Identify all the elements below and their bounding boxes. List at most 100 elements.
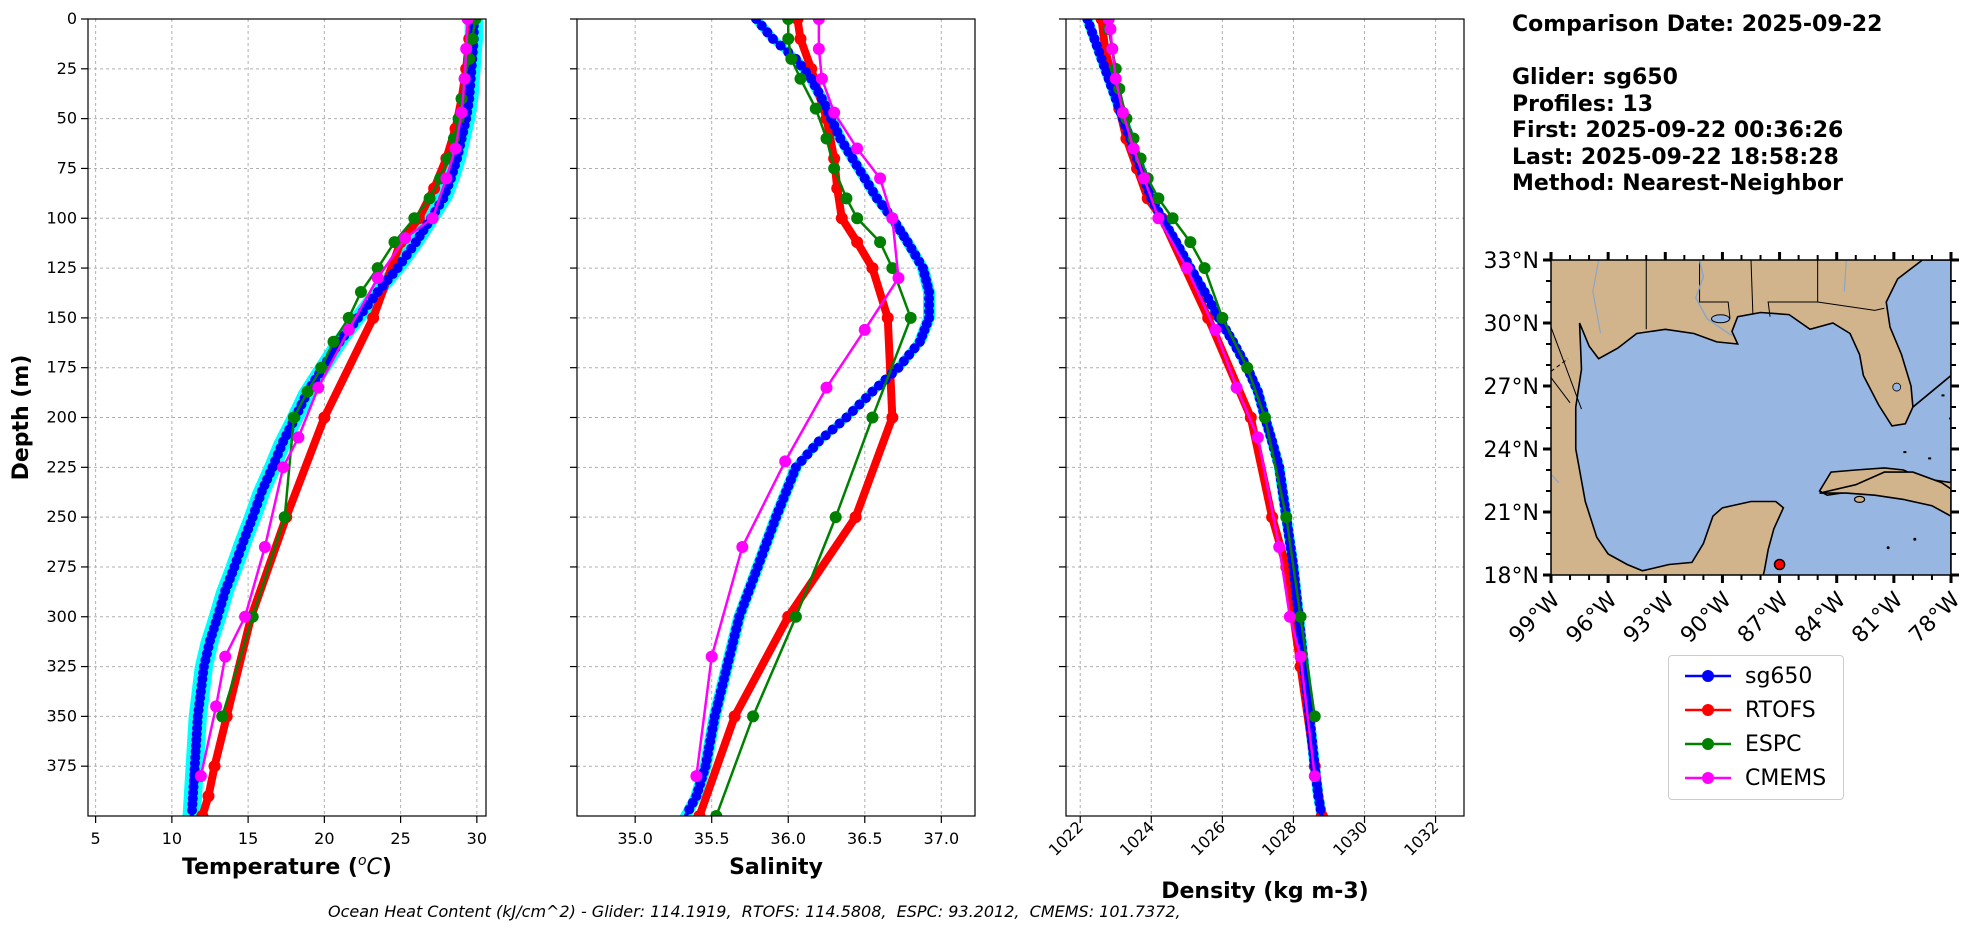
y-tick-label: 75 xyxy=(57,158,77,177)
data-point-espc xyxy=(1280,511,1293,524)
data-point-espc xyxy=(1166,212,1179,225)
legend-swatch-espc xyxy=(1685,738,1731,750)
data-point-cmems xyxy=(426,212,439,225)
legend-swatch-sg650 xyxy=(1685,670,1731,682)
x-axis: 5 10 15 20 25 30 xyxy=(91,816,487,848)
legend-swatch-rtofs xyxy=(1685,704,1731,716)
data-point-espc xyxy=(455,92,468,105)
data-point-cmems xyxy=(1116,106,1129,119)
isla-de-la-juventud xyxy=(1853,495,1866,503)
state-border xyxy=(1817,301,1885,311)
data-point-sg650 xyxy=(187,805,198,816)
data-point-sg650 xyxy=(756,20,767,31)
data-point-cmems xyxy=(399,232,412,245)
map-body xyxy=(1551,260,1956,575)
data-point-rtofs xyxy=(794,32,807,45)
lon-tick-label: 93°W xyxy=(1619,587,1680,648)
data-point-cmems xyxy=(1294,650,1307,663)
data-point-rtofs xyxy=(791,19,804,25)
lon-tick-label: 81°W xyxy=(1847,587,1908,648)
data-point-sg650 xyxy=(813,436,824,447)
data-point-cmems xyxy=(812,19,825,25)
series-group xyxy=(1081,19,1328,816)
data-point-rtofs xyxy=(208,760,221,773)
data-point-sg650 xyxy=(775,40,786,51)
data-point-cmems xyxy=(342,323,355,336)
data-point-espc xyxy=(371,262,384,275)
data-point-cmems xyxy=(1104,22,1117,35)
y-axis-label: Depth (m) xyxy=(9,355,34,481)
data-point-espc xyxy=(820,132,833,145)
data-point-rtofs xyxy=(196,810,209,816)
mississippi-river xyxy=(1694,260,1733,337)
y-axis xyxy=(570,18,577,767)
location-map: 33°N 30°N 27°N 24°N 21°N 18°N99°W96°W93°W90°W… xyxy=(1484,249,1966,648)
legend: sg650 RTOFS ESPC CMEMS xyxy=(1668,655,1844,800)
legend-item-cmems: CMEMS xyxy=(1677,763,1842,793)
lake-okeechobee xyxy=(1892,382,1902,392)
x-tick-label: 1028 xyxy=(1258,817,1300,859)
x-tick-label: 30 xyxy=(467,829,487,848)
glider-name: Glider: sg650 xyxy=(1512,65,1678,90)
data-point-cmems xyxy=(312,381,325,394)
data-point-cmems xyxy=(239,610,252,623)
y-tick-label: 275 xyxy=(46,557,77,576)
legend-item-rtofs: RTOFS xyxy=(1677,695,1842,725)
legend-label: sg650 xyxy=(1745,664,1813,689)
bahamas-islets xyxy=(1928,457,1932,460)
data-point-cmems xyxy=(886,212,899,225)
y-axis xyxy=(1059,18,1066,767)
data-point-espc xyxy=(301,385,314,398)
data-point-rtofs xyxy=(693,810,706,816)
data-point-rtofs xyxy=(851,236,864,249)
data-point-espc xyxy=(1308,710,1321,723)
data-point-cmems xyxy=(1251,431,1264,444)
bahamas-islets xyxy=(1953,439,1956,441)
state-border xyxy=(1750,260,1754,315)
y-tick-label: 250 xyxy=(46,507,77,526)
cayman-islands xyxy=(1886,546,1890,550)
legend-label: ESPC xyxy=(1745,732,1802,757)
state-border xyxy=(1699,260,1731,319)
data-point-cmems xyxy=(1152,212,1165,225)
x-axis: 35.0 35.5 36.0 36.5 37.0 xyxy=(617,816,959,848)
data-point-sg650 xyxy=(808,442,819,453)
lat-tick-label: 24°N xyxy=(1484,438,1539,463)
y-tick-label: 100 xyxy=(46,208,77,227)
river xyxy=(1551,473,1560,484)
data-point-espc xyxy=(829,511,842,524)
data-point-rtofs xyxy=(849,511,862,524)
x-tick-label: 1026 xyxy=(1187,817,1229,859)
data-point-rtofs xyxy=(202,790,215,803)
data-point-sg650 xyxy=(854,399,865,410)
data-point-sg650 xyxy=(767,33,778,44)
data-point-sg650 xyxy=(827,424,838,435)
data-point-cmems xyxy=(779,455,792,468)
data-point-cmems xyxy=(874,172,887,185)
state-border xyxy=(1551,327,1582,410)
first-profile-time: First: 2025-09-22 00:36:26 xyxy=(1512,118,1844,143)
data-point-sg650 xyxy=(684,804,695,815)
y-tick-label: 300 xyxy=(46,607,77,626)
data-point-espc xyxy=(710,810,723,816)
info-block: Comparison Date: 2025-09-22 Glider: sg650… xyxy=(1512,12,1882,198)
data-point-cmems xyxy=(1109,72,1122,85)
atlantic-ocean xyxy=(1885,260,1951,409)
data-point-rtofs xyxy=(866,262,879,275)
data-point-espc xyxy=(423,192,436,205)
data-point-sg650 xyxy=(847,406,858,417)
lat-tick-label: 18°N xyxy=(1484,564,1539,589)
data-point-espc xyxy=(287,411,300,424)
bahamas-islets xyxy=(1903,451,1907,454)
data-point-cmems xyxy=(194,770,207,783)
x-axis-label: Density (kg m-3) xyxy=(1161,879,1369,904)
profile-count: Profiles: 13 xyxy=(1512,91,1654,117)
data-point-sg650 xyxy=(873,380,884,391)
x-tick-label: 10 xyxy=(162,829,182,848)
salinity-panel: 35.0 35.5 36.0 36.5 37.0 Salinity xyxy=(570,18,976,880)
data-point-espc xyxy=(1152,192,1165,205)
y-tick-label: 150 xyxy=(46,308,77,327)
data-point-sg650 xyxy=(796,455,807,466)
legend-label: RTOFS xyxy=(1745,698,1816,723)
